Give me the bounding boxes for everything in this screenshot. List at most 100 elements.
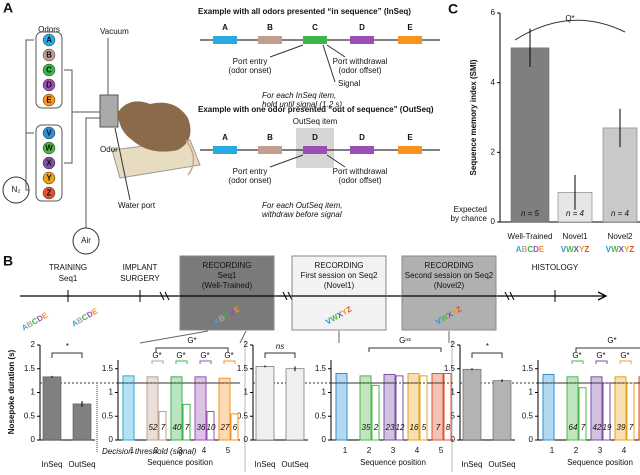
count-label: 64 xyxy=(569,423,578,432)
vacuum-label: Vacuum xyxy=(100,27,129,36)
x-tick-label: 3 xyxy=(178,446,183,455)
stage-label: TRAINING xyxy=(49,263,87,272)
x-tick-label: 1 xyxy=(343,446,348,455)
rat xyxy=(118,101,191,152)
odor-item: A xyxy=(222,23,228,32)
y-tick-label: 6 xyxy=(491,8,496,17)
odor-valve xyxy=(42,33,56,47)
panel-label: C xyxy=(448,1,458,17)
odor-item: D xyxy=(359,23,365,32)
outseq-bar xyxy=(230,413,239,441)
y-tick-label: 4 xyxy=(491,78,496,87)
significance-label: Q* xyxy=(565,14,574,23)
x-tick-label: Well-Trained xyxy=(508,232,553,241)
inseq-bar xyxy=(146,376,159,441)
signal-arrow xyxy=(322,44,336,83)
outseq-bar xyxy=(419,375,428,441)
water-port-label: Water port xyxy=(118,201,156,210)
sequence: ABCDE xyxy=(516,245,545,254)
count-label: 19 xyxy=(603,423,612,432)
example-title: Example with all odors presented “in seq… xyxy=(198,7,411,16)
x-tick-label: 2 xyxy=(367,446,372,455)
x-tick-label: 2 xyxy=(574,446,579,455)
y-tick-label: 0 xyxy=(491,217,496,226)
outseq-bar xyxy=(206,411,215,441)
y-tick-label: 0.5 xyxy=(24,411,36,420)
n-label: n = 5 xyxy=(521,209,540,218)
stage-label: RECORDING xyxy=(315,261,364,270)
inseq-bar xyxy=(566,376,579,441)
odor-letter: A xyxy=(46,36,52,45)
significance-label: Gⁿˢ xyxy=(399,336,411,345)
significance-bracket xyxy=(575,347,640,352)
significance-bracket xyxy=(155,347,229,352)
significance-label: G* xyxy=(596,351,605,360)
tubing xyxy=(25,38,109,228)
inseq-bar xyxy=(590,376,603,441)
significance-label: G* xyxy=(224,351,233,360)
count-label: 23 xyxy=(385,423,395,432)
odor-period xyxy=(258,146,282,154)
port-entry-label: (odor onset) xyxy=(228,176,271,185)
stage-label: Seq1 xyxy=(218,271,237,280)
odor-letter: Y xyxy=(46,174,52,183)
x-tick-label: OutSeq xyxy=(68,460,95,469)
significance-bracket xyxy=(471,352,503,358)
example-title: Example with one odor presented “out of … xyxy=(198,105,434,114)
port-withdrawal-label: Port withdrawal xyxy=(333,167,388,176)
bar xyxy=(285,368,305,441)
y-tick-label: 1 xyxy=(322,388,327,397)
y-tick-label: 2 xyxy=(31,340,36,349)
odor-letter: E xyxy=(46,96,52,105)
y-tick-label: 0 xyxy=(451,435,456,444)
significance-label: G* xyxy=(607,336,616,345)
x-tick-label: 4 xyxy=(415,446,420,455)
outseq-bar xyxy=(182,403,191,441)
count-label: 10 xyxy=(207,423,216,432)
position-bracket xyxy=(175,360,188,364)
y-tick-label: 1 xyxy=(244,388,249,397)
stage-label: (Novel1) xyxy=(324,281,355,290)
rat-tail xyxy=(185,139,195,176)
y-tick-label: 1.5 xyxy=(102,364,114,373)
inseq-bar xyxy=(218,377,231,441)
count-label: 7 xyxy=(629,423,634,432)
stage-label: (Novel2) xyxy=(434,281,465,290)
x-tick-label: InSeq xyxy=(42,460,63,469)
odor-label: Odor xyxy=(100,145,118,154)
sequence: VWXYZ xyxy=(434,305,463,327)
outseq-item-label: OutSeq item xyxy=(293,117,338,126)
position-bracket xyxy=(571,360,584,364)
y-tick-label: 2 xyxy=(244,340,249,349)
stage-label: HISTOLOGY xyxy=(532,263,579,272)
instruction: For each InSeq item, xyxy=(262,91,336,100)
y-tick-label: 1.5 xyxy=(444,364,456,373)
odor-valve xyxy=(42,93,56,107)
odor-period xyxy=(213,36,237,44)
count-label: 42 xyxy=(593,423,602,432)
recording-box xyxy=(179,255,275,331)
odor-period xyxy=(398,146,422,154)
odor-item: D xyxy=(359,133,365,142)
time-break xyxy=(282,291,293,301)
time-break xyxy=(504,291,515,301)
count-label: 36 xyxy=(197,423,206,432)
odor-letter: D xyxy=(46,81,52,90)
x-tick-label: OutSeq xyxy=(281,460,308,469)
y-tick-label: 1 xyxy=(31,388,36,397)
n-label: n = 4 xyxy=(566,209,585,218)
withdrawal-arrow xyxy=(326,44,346,58)
odor-valve xyxy=(42,48,56,62)
panel-label: B xyxy=(3,253,13,269)
outseq-bar xyxy=(371,384,380,441)
port-withdrawal-label: (odor offset) xyxy=(339,176,382,185)
significance-label: G* xyxy=(187,336,196,345)
significance-label: G* xyxy=(200,351,209,360)
port-entry-label: Port entry xyxy=(233,167,268,176)
y-tick-label: 0 xyxy=(31,435,36,444)
significance-label: * xyxy=(485,342,489,351)
bar xyxy=(492,380,512,441)
inseq-bar xyxy=(194,376,207,441)
odor-item: D xyxy=(312,133,318,142)
